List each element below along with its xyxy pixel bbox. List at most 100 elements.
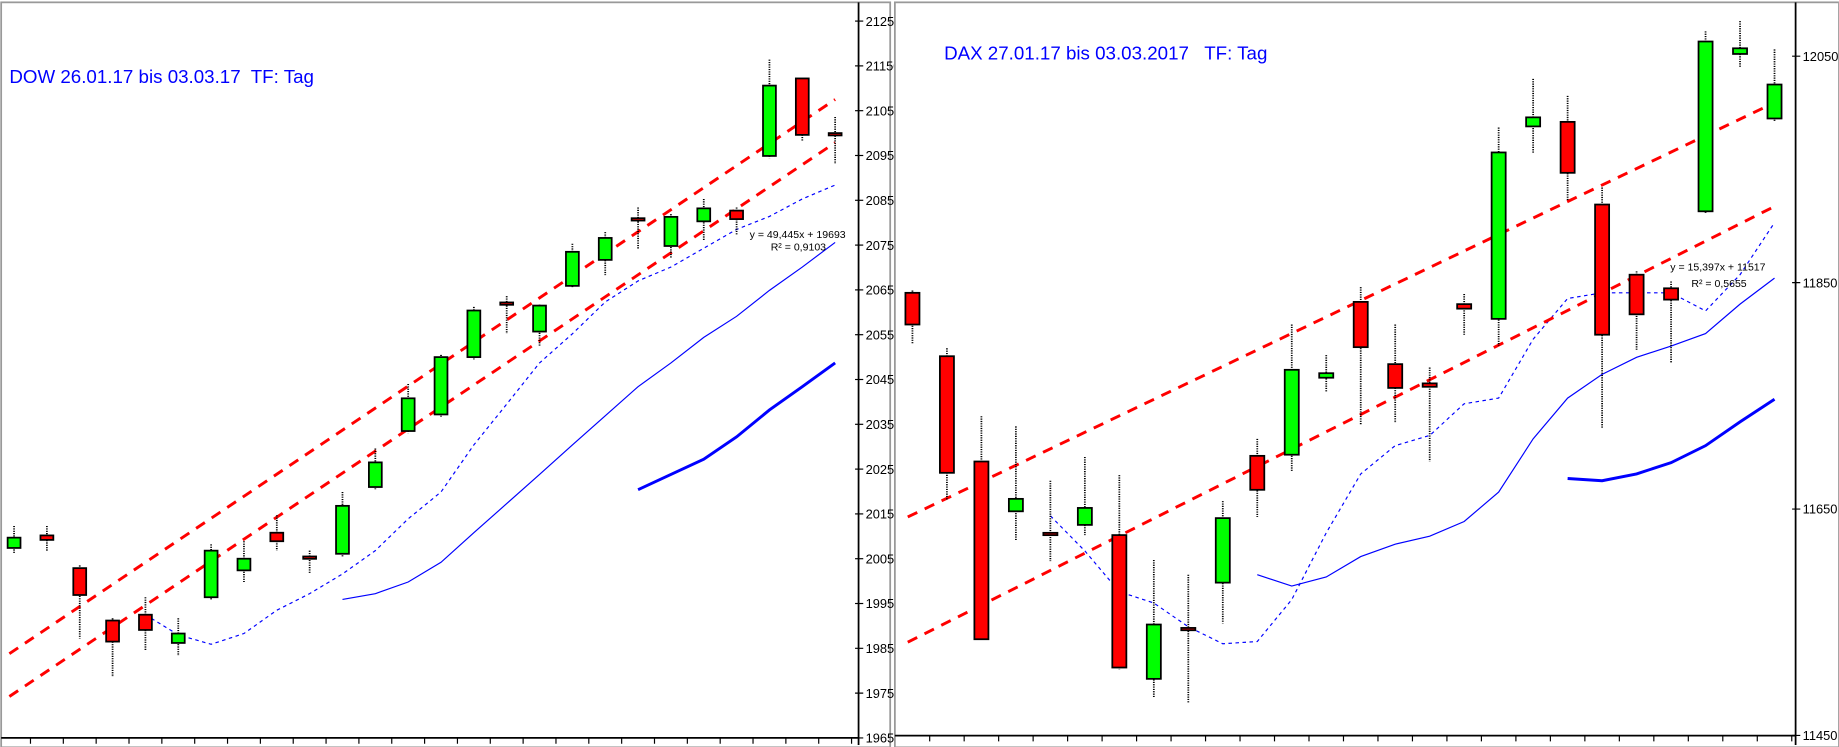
dow-candle xyxy=(532,304,547,347)
dax-candle xyxy=(1249,438,1266,517)
dow-y-tick-label: 20050 xyxy=(866,551,902,566)
dax-candle xyxy=(1559,95,1576,202)
dow-y-tick-label: 21250 xyxy=(866,14,902,29)
candle-body xyxy=(1456,303,1473,310)
dow-candle xyxy=(400,383,416,434)
candle-body xyxy=(203,549,219,599)
candle-body xyxy=(696,207,712,223)
candle-body xyxy=(1525,116,1542,128)
dax-candle xyxy=(904,290,921,344)
dax-candle xyxy=(1594,187,1611,429)
dow-candle xyxy=(597,232,613,276)
dow-y-tick-label: 20750 xyxy=(866,238,902,253)
dow-candle xyxy=(39,526,55,551)
dax-candle xyxy=(1456,293,1473,335)
candle-body xyxy=(335,504,350,555)
candle-body xyxy=(565,250,580,287)
dax-candle xyxy=(1076,456,1093,536)
dax-candle xyxy=(1111,475,1128,670)
dow-regression-line xyxy=(8,141,836,698)
dow-y-tick-label: 20350 xyxy=(866,417,902,432)
candle-body xyxy=(1663,287,1679,301)
dow-ma-thin-line xyxy=(342,241,836,601)
candle-body xyxy=(138,613,153,631)
dax-candle xyxy=(1697,31,1714,214)
dow-ma-dotted-line xyxy=(145,184,836,645)
candle-body xyxy=(400,397,416,432)
dow-y-tick-label: 21150 xyxy=(866,59,901,74)
candle-body xyxy=(1042,531,1059,537)
candle-body xyxy=(105,619,120,643)
dow-y-tick-label: 20650 xyxy=(866,283,902,298)
dax-candle xyxy=(1283,324,1300,472)
candle-body xyxy=(1249,454,1266,491)
candle-body xyxy=(1490,151,1507,320)
dow-y-tick-label: 19750 xyxy=(866,686,902,701)
dow-candle xyxy=(335,491,350,557)
dow-candle xyxy=(236,541,252,583)
dow-ma-thick-line xyxy=(637,361,836,492)
dow-candle xyxy=(466,306,482,360)
candle-body xyxy=(1421,382,1438,388)
candle-body xyxy=(794,77,810,136)
candle-body xyxy=(1076,507,1093,526)
dax-candle xyxy=(1214,501,1231,624)
dax-candle xyxy=(1180,574,1197,703)
candle-body xyxy=(499,301,515,306)
dax-candle xyxy=(1042,480,1059,562)
dow-candle xyxy=(630,207,646,250)
dax-candle xyxy=(1525,78,1542,154)
dow-candle xyxy=(170,618,186,656)
candle-body xyxy=(433,356,449,416)
dow-candle xyxy=(105,618,120,677)
dax-ma-thick-line xyxy=(1567,398,1776,483)
dax-panel-border xyxy=(893,1,1839,747)
candle-body xyxy=(1766,83,1783,120)
candle-body xyxy=(1352,301,1369,349)
dax-channel-upper-line xyxy=(907,101,1776,519)
dow-regression-r2: R² = 0,9103 xyxy=(771,242,826,254)
dow-candle xyxy=(6,526,22,553)
dow-regression-equation: y = 49,445x + 19693 xyxy=(750,229,846,241)
candle-body xyxy=(302,555,317,560)
candle-body xyxy=(827,132,843,137)
dax-candle xyxy=(1318,355,1335,393)
dax-candle xyxy=(1352,287,1369,426)
dax-candle xyxy=(1145,559,1162,699)
dow-chart-title: DOW 26.01.17 bis 03.03.17 TF: Tag xyxy=(9,67,314,88)
candle-body xyxy=(973,460,990,641)
dow-candle xyxy=(794,77,810,142)
dow-y-tick-label: 20850 xyxy=(866,193,902,208)
candle-body xyxy=(466,309,482,358)
dow-candle xyxy=(762,59,777,159)
dow-y-tick-label: 20250 xyxy=(866,462,902,477)
candle-body xyxy=(368,461,383,488)
candle-body xyxy=(1145,623,1162,680)
candle-body xyxy=(1283,368,1300,456)
dow-candle xyxy=(663,214,679,258)
dax-y-tick-label: 11650 xyxy=(1803,502,1838,517)
candle-body xyxy=(1559,121,1576,174)
dax-candle xyxy=(1663,281,1679,364)
candle-body xyxy=(663,215,679,247)
candle-body xyxy=(1214,517,1231,584)
dow-y-tick-label: 19850 xyxy=(866,641,902,656)
dax-candle xyxy=(1628,271,1645,351)
dax-y-tick-label: 12050 xyxy=(1803,49,1839,64)
dow-candle xyxy=(72,565,88,639)
dow-y-tick-label: 21050 xyxy=(866,103,902,118)
dow-y-tick-label: 19950 xyxy=(866,596,902,611)
dow-candle xyxy=(729,207,744,235)
candle-body xyxy=(39,534,55,541)
candle-body xyxy=(1594,203,1611,336)
dax-regression-r2: R² = 0,5655 xyxy=(1691,278,1746,290)
dow-candle xyxy=(696,198,712,241)
candle-body xyxy=(269,531,285,543)
dow-candle xyxy=(827,116,843,165)
candle-body xyxy=(1180,627,1197,632)
dax-candle xyxy=(1421,367,1438,462)
candle-body xyxy=(1111,534,1128,669)
candle-body xyxy=(236,557,252,572)
